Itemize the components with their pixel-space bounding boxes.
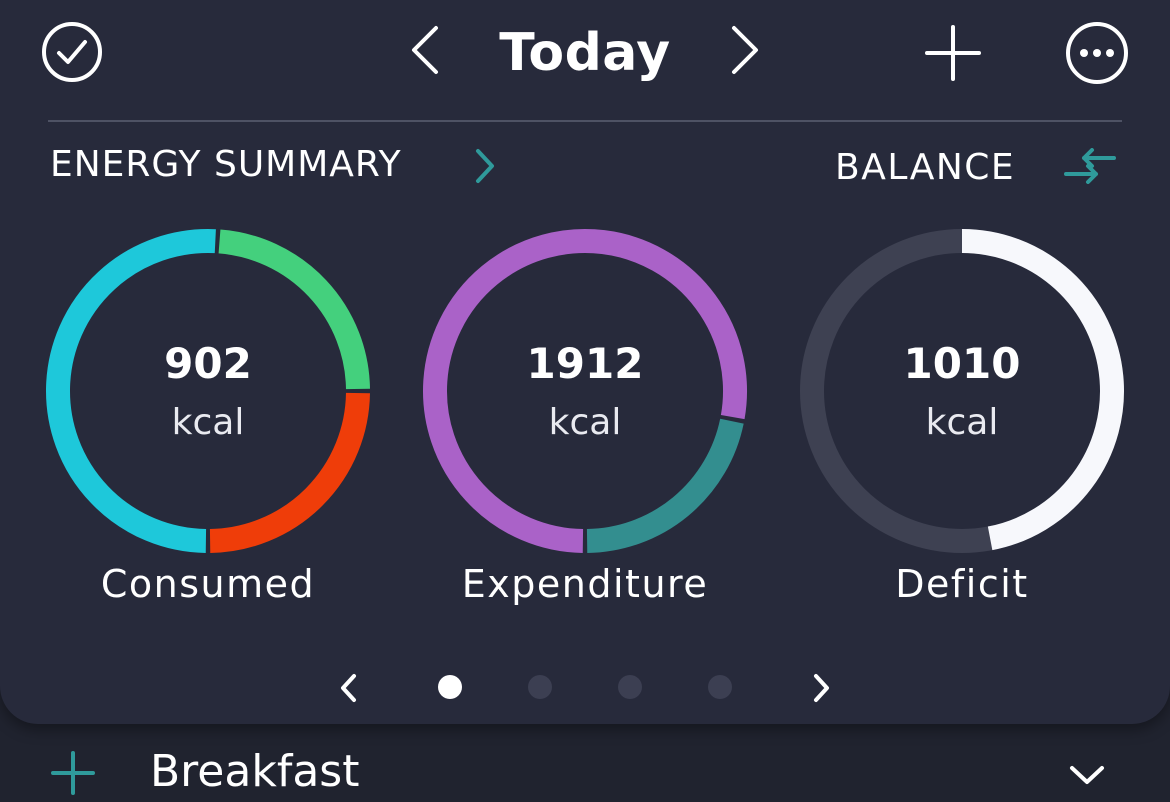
consumed-label: Consumed bbox=[100, 562, 316, 606]
expenditure-ring[interactable]: 1912 kcal bbox=[420, 226, 750, 556]
expenditure-label: Expenditure bbox=[461, 562, 709, 606]
ring-segment bbox=[45, 229, 216, 553]
deficit-label: Deficit bbox=[895, 562, 1029, 606]
energy-summary-title: ENERGY SUMMARY bbox=[50, 144, 402, 185]
energy-summary-link[interactable]: ENERGY SUMMARY bbox=[50, 140, 402, 190]
deficit-unit: kcal bbox=[925, 402, 999, 443]
pager-dot[interactable] bbox=[528, 675, 552, 699]
pager-prev-icon[interactable] bbox=[338, 672, 360, 704]
ring-segment bbox=[423, 229, 747, 553]
consumed-value: 902 bbox=[164, 339, 252, 388]
consumed-unit: kcal bbox=[171, 402, 245, 443]
header-divider bbox=[48, 120, 1122, 122]
page-title[interactable]: Today bbox=[499, 23, 671, 83]
consumed-ring-chart bbox=[45, 229, 370, 553]
ring-segment bbox=[586, 418, 744, 553]
meal-title: Breakfast bbox=[150, 746, 360, 797]
plus-icon[interactable] bbox=[924, 24, 982, 82]
ring-segment bbox=[218, 229, 370, 390]
pager-dot[interactable] bbox=[708, 675, 732, 699]
more-icon[interactable] bbox=[1064, 20, 1130, 86]
chevron-left-icon[interactable] bbox=[408, 24, 442, 76]
consumed-ring[interactable]: 902 kcal bbox=[43, 226, 373, 556]
chevron-right-icon[interactable] bbox=[472, 148, 498, 184]
ring-segment bbox=[209, 392, 370, 553]
pager-dot[interactable] bbox=[438, 675, 462, 699]
deficit-ring[interactable]: 1010 kcal bbox=[797, 226, 1127, 556]
expenditure-ring-chart bbox=[423, 229, 747, 553]
check-circle-icon[interactable] bbox=[40, 20, 104, 84]
chevron-right-icon[interactable] bbox=[728, 24, 762, 76]
chevron-down-icon[interactable] bbox=[1068, 762, 1106, 788]
balance-label[interactable]: BALANCE bbox=[835, 147, 1016, 188]
ring-progress bbox=[961, 229, 1124, 551]
deficit-ring-chart bbox=[800, 229, 1124, 553]
energy-summary-card: Today ENERGY SUMMARY BALANCE 902 kcal Co… bbox=[0, 0, 1170, 724]
pager-dot[interactable] bbox=[618, 675, 642, 699]
plus-icon[interactable] bbox=[50, 750, 96, 796]
pager-next-icon[interactable] bbox=[810, 672, 832, 704]
swap-arrows-icon[interactable] bbox=[1062, 148, 1118, 184]
expenditure-value: 1912 bbox=[526, 339, 644, 388]
deficit-value: 1010 bbox=[903, 339, 1021, 388]
expenditure-unit: kcal bbox=[548, 402, 622, 443]
